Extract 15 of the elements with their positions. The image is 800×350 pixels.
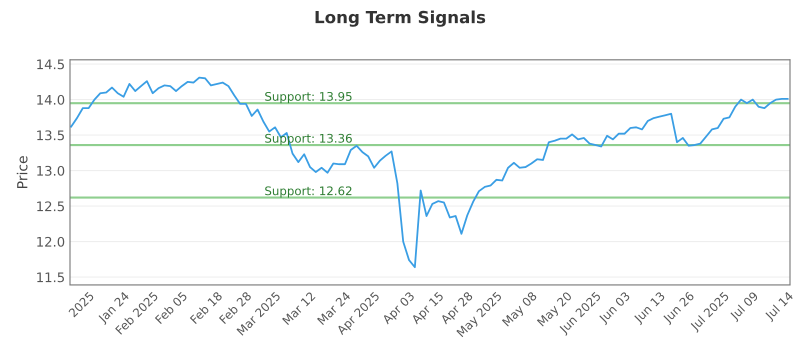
y-axis-title: Price <box>16 156 28 188</box>
y-tick-label: 12.0 <box>37 236 64 247</box>
y-tick-label: 14.0 <box>37 94 64 105</box>
chart-title: Long Term Signals <box>316 10 486 27</box>
ref-line-label: Support: 13.95 <box>265 92 352 104</box>
ref-line-label: Support: 12.62 <box>265 186 352 198</box>
line-series <box>70 76 789 268</box>
y-tick-label: 14.5 <box>37 60 64 70</box>
y-tick-label: 12.5 <box>37 201 64 212</box>
y-tick-label: 11.5 <box>37 272 64 282</box>
x-tick-label: Jul 09 <box>728 291 760 322</box>
x-tick-label: Jul 14 <box>764 290 796 322</box>
y-tick-label: 13.0 <box>37 166 64 176</box>
y-tick-label: 13.5 <box>37 130 64 140</box>
x-tick-label: Mar 12 <box>282 291 316 326</box>
